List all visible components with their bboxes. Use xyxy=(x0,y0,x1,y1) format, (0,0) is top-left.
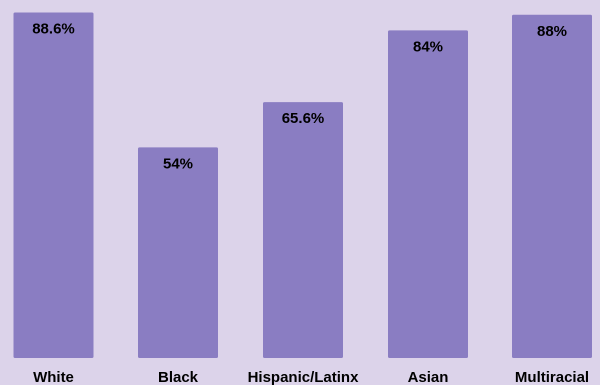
value-label-black: 54% xyxy=(163,155,193,172)
bar-white xyxy=(13,12,94,359)
value-label-asian: 84% xyxy=(413,38,443,55)
category-label-black: Black xyxy=(158,369,199,385)
category-labels-layer: White Black Hispanic/Latinx Asian Multiracia… xyxy=(33,369,589,385)
category-label-hispanic-latinx: Hispanic/Latinx xyxy=(248,369,360,385)
bar-black xyxy=(138,147,218,358)
bar-asian xyxy=(388,30,468,359)
category-label-white: White xyxy=(33,369,74,385)
category-label-multiracial: Multiracial xyxy=(515,369,589,385)
category-label-asian: Asian xyxy=(408,369,449,385)
bar-multiracial xyxy=(512,14,592,359)
value-label-multiracial: 88% xyxy=(537,23,567,40)
value-label-white: 88.6% xyxy=(32,20,75,37)
value-labels-layer: 88.6% 54% 65.6% 84% 88% xyxy=(32,20,567,172)
bar-hispanic-latinx xyxy=(263,102,343,358)
bars-layer xyxy=(13,12,592,359)
value-label-hispanic-latinx: 65.6% xyxy=(282,110,325,127)
